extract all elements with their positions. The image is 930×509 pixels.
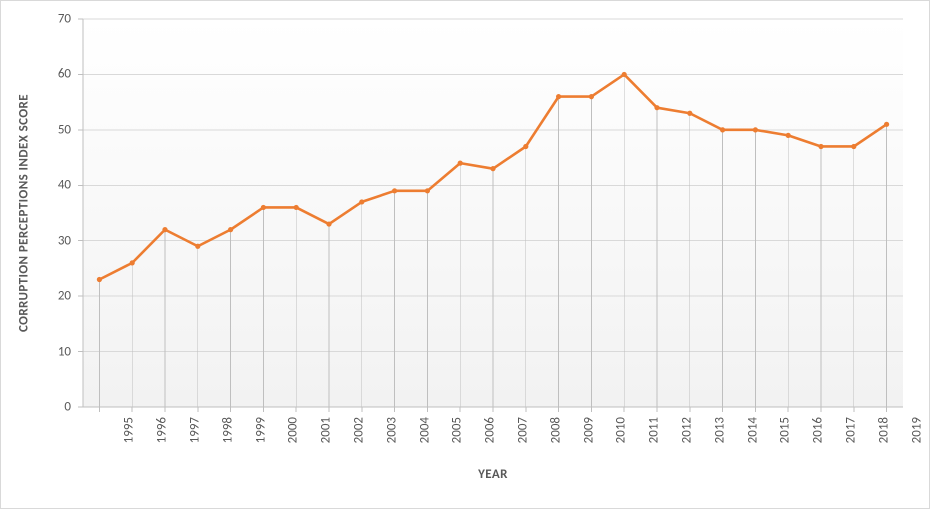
y-tick-label: 10	[58, 344, 71, 359]
x-tick-label: 2004	[417, 417, 432, 443]
x-axis-title: YEAR	[83, 467, 903, 482]
x-tick-label: 2010	[614, 417, 629, 443]
y-tick-label: 20	[58, 289, 71, 304]
y-tick-label: 70	[58, 12, 71, 27]
x-tick-label: 2012	[679, 417, 694, 443]
y-tick-label: 60	[58, 67, 71, 82]
x-tick-label: 1997	[187, 417, 202, 443]
y-tick-label: 30	[58, 233, 71, 248]
x-tick-label: 1995	[122, 417, 137, 443]
x-tick-label: 2014	[745, 417, 760, 443]
x-tick-label: 2015	[778, 417, 793, 443]
x-tick-label: 2011	[647, 417, 662, 443]
y-tick-label: 0	[64, 400, 71, 415]
y-tick-label: 50	[58, 122, 71, 137]
x-tick-label: 1996	[155, 417, 170, 443]
chart-svg	[83, 19, 903, 407]
x-tick-label: 2009	[581, 417, 596, 443]
x-tick-label: 2001	[319, 417, 334, 443]
x-tick-label: 2002	[351, 417, 366, 443]
x-tick-label: 2007	[515, 417, 530, 443]
x-tick-label: 2017	[843, 417, 858, 443]
x-tick-label: 2000	[286, 417, 301, 443]
y-tick-label: 40	[58, 178, 71, 193]
x-tick-label: 1999	[253, 417, 268, 443]
chart-frame: CORRUPTION PERCEPTIONS INDEX SCORE YEAR …	[0, 0, 930, 509]
x-tick-label: 2013	[712, 417, 727, 443]
x-tick-label: 2005	[450, 417, 465, 443]
x-tick-label: 2016	[811, 417, 826, 443]
y-axis-title: CORRUPTION PERCEPTIONS INDEX SCORE	[15, 19, 33, 407]
x-tick-label: 2019	[909, 417, 924, 443]
x-tick-label: 2003	[384, 417, 399, 443]
x-tick-label: 2006	[483, 417, 498, 443]
x-tick-label: 2008	[548, 417, 563, 443]
x-tick-label: 2018	[876, 417, 891, 443]
plot-area	[83, 19, 903, 407]
x-tick-label: 1998	[220, 417, 235, 443]
